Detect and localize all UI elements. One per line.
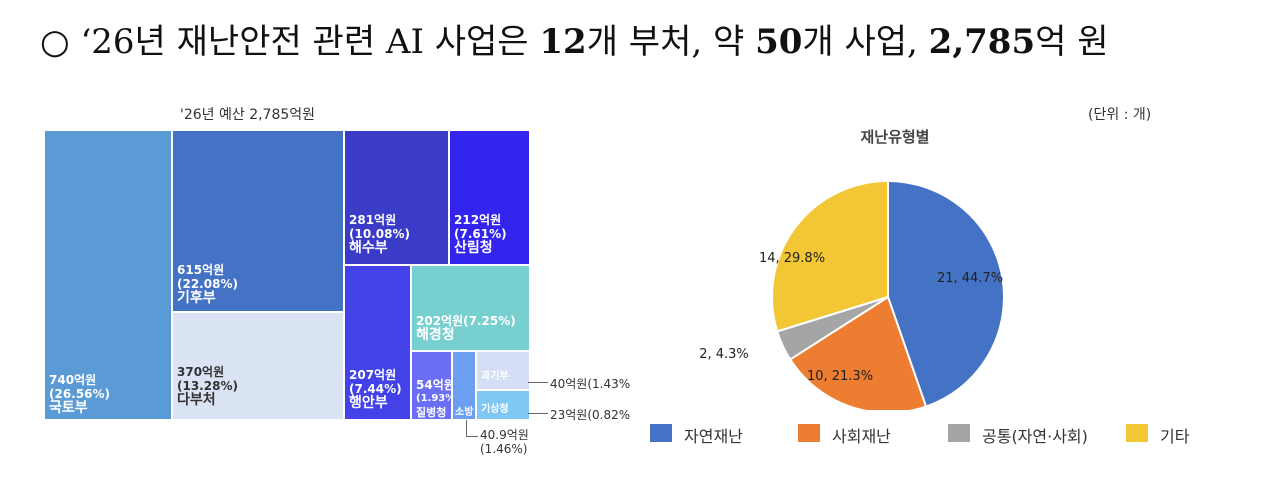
treemap-name-10: 기상청 — [481, 404, 509, 415]
treemap-value-6: 202억원(7.25%) — [416, 314, 516, 328]
annotation-gisang: 23억원(0.82% — [550, 408, 631, 422]
treemap-name-2: 다부처 — [177, 392, 216, 408]
pie-label-0: 21, 44.7% — [937, 271, 1003, 286]
unit-label: (단위 : 개) — [1088, 107, 1152, 123]
pie-legend: 자연재난 사회재난 공통(자연·사회) 기타 — [648, 418, 1268, 448]
pie-chart: 21, 44.7% 10, 21.3% 2, 4.3% 14, 29.8% — [699, 179, 1005, 410]
treemap-tile-3: 281억원 (10.08%) 해수부 — [344, 130, 449, 265]
pie-label-1: 10, 21.3% — [807, 369, 873, 384]
treemap-value-0: 740억원 — [49, 373, 97, 387]
treemap-label-8: 소방청 — [455, 404, 475, 419]
treemap-tile-7: 54억원(1.93%) 질병청 — [411, 351, 452, 420]
treemap-label-5: 207억원 (7.44%) 행안부 — [349, 368, 402, 410]
treemap-label-3: 281억원 (10.08%) 해수부 — [349, 213, 410, 255]
treemap-name-6: 해경청 — [416, 327, 455, 343]
treemap-value-5: 207억원 — [349, 368, 397, 382]
annotation-sobang: 40.9억원 (1.46%) — [480, 428, 529, 456]
treemap-name-8: 소방청 — [455, 407, 474, 418]
annotation-line-sobang-h — [466, 436, 478, 437]
treemap-label-6: 202억원(7.25%) 해경청 — [416, 314, 516, 342]
treemap-pct-5: (7.44%) — [349, 382, 402, 396]
pie-chart-panel: (단위 : 개) 재난유형별 21, 44.7% 10, 21.3% 2, 4.3%… — [640, 100, 1280, 480]
treemap-value-3: 281억원 — [349, 213, 397, 227]
treemap-tile-0: 740억원 (26.56%) 국토부 — [44, 130, 172, 420]
treemap-title: '26년 예산 2,785억원 — [180, 107, 316, 123]
pie-slice-1 — [788, 295, 928, 410]
treemap-name-5: 행안부 — [349, 395, 388, 411]
treemap-pct-0: (26.56%) — [49, 387, 110, 401]
treemap-name-4: 산림청 — [454, 240, 493, 256]
treemap-name-1: 기후부 — [177, 290, 216, 306]
treemap-pct-3: (10.08%) — [349, 227, 410, 241]
treemap-pct-4: (7.61%) — [454, 227, 507, 241]
legend-swatch-0 — [650, 424, 672, 442]
annotation-line-gisang — [528, 413, 548, 414]
treemap-tile-2: 370억원 (13.28%) 다부처 — [172, 312, 344, 420]
treemap-label-2: 370억원 (13.28%) 다부처 — [177, 365, 238, 407]
treemap-name-3: 해수부 — [349, 240, 388, 256]
legend-label-1: 사회재난 — [832, 427, 891, 446]
treemap-tile-8: 소방청 — [452, 351, 476, 420]
pie-slice-3 — [771, 179, 889, 333]
treemap-tile-4: 212억원 (7.61%) 산림청 — [449, 130, 530, 265]
headline: ○ ‘26년 재난안전 관련 AI 사업은 12개 부처, 약 50개 사업, … — [40, 22, 1109, 62]
annotation-line-gwagi — [528, 382, 548, 383]
treemap-tile-1: 615억원 (22.08%) 기후부 — [172, 130, 344, 312]
treemap-label-9: 과기부 — [481, 368, 509, 384]
annotation-line-sobang-v — [466, 420, 467, 436]
treemap-label-7: 54억원(1.93%) 질병청 — [416, 378, 452, 419]
treemap-value-7: 54억원 — [416, 378, 452, 392]
treemap-tile-6: 202억원(7.25%) 해경청 — [411, 265, 530, 351]
treemap-pct-2: (13.28%) — [177, 379, 238, 393]
legend-label-2: 공통(자연·사회) — [982, 427, 1088, 446]
treemap-tile-5: 207억원 (7.44%) 행안부 — [344, 265, 411, 420]
legend-label-3: 기타 — [1160, 427, 1190, 446]
treemap-value-2: 370억원 — [177, 365, 225, 379]
treemap-pct-7: (1.93%) — [416, 393, 451, 404]
pie-label-2: 2, 4.3% — [699, 347, 749, 362]
legend-swatch-2 — [948, 424, 970, 442]
treemap-value-1: 615억원 — [177, 263, 225, 277]
treemap-tile-9: 과기부 — [476, 351, 530, 390]
annotation-gwagi: 40억원(1.43% — [550, 377, 631, 391]
legend-swatch-1 — [798, 424, 820, 442]
treemap-label-10: 기상청 — [481, 401, 509, 417]
treemap-name-7: 질병청 — [416, 406, 447, 419]
treemap-pct-1: (22.08%) — [177, 277, 238, 291]
pie-title: 재난유형별 — [860, 128, 930, 146]
pie-slice-0 — [887, 179, 1005, 408]
pie-label-3: 14, 29.8% — [759, 251, 825, 266]
treemap-name-0: 국토부 — [49, 400, 88, 416]
legend-swatch-3 — [1126, 424, 1148, 442]
treemap-tile-10: 기상청 — [476, 390, 530, 420]
treemap-label-1: 615억원 (22.08%) 기후부 — [177, 263, 238, 305]
treemap-value-4: 212억원 — [454, 213, 502, 227]
treemap-label-4: 212억원 (7.61%) 산림청 — [454, 213, 507, 255]
treemap-name-9: 과기부 — [481, 371, 509, 382]
legend-label-0: 자연재난 — [684, 427, 743, 446]
treemap-label-0: 740억원 (26.56%) 국토부 — [49, 373, 110, 415]
